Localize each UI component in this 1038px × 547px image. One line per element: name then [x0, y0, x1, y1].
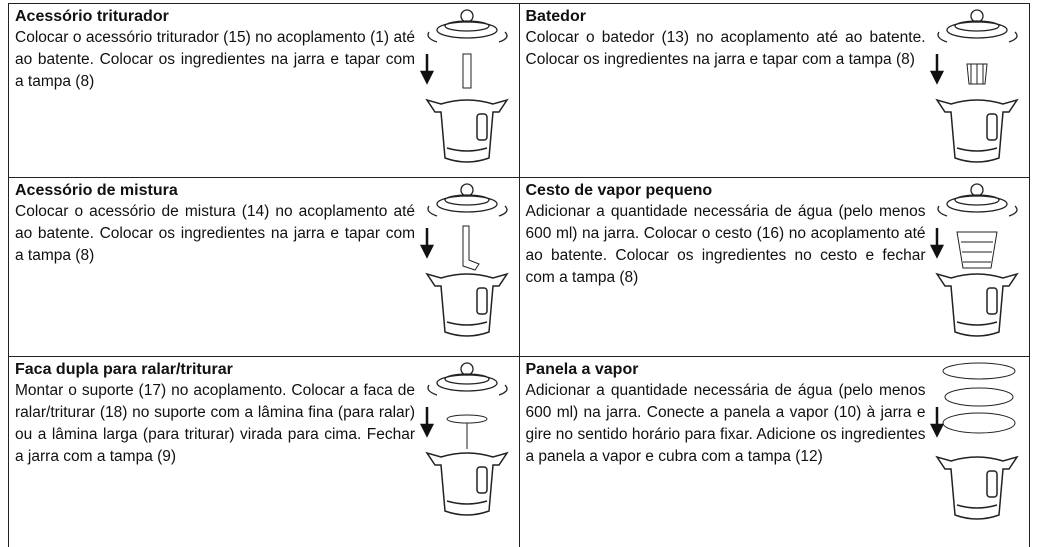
- cell-title: Acessório triturador: [15, 8, 169, 25]
- cell-text: Adicionar a quantidade necessária de águ…: [525, 203, 926, 286]
- cell-title: Cesto de vapor pequeno: [525, 182, 713, 199]
- cell-title: Batedor: [525, 8, 586, 25]
- table-row: Acessório triturador Colocar o acessório …: [8, 3, 1030, 178]
- illustration: [420, 9, 508, 163]
- illustration: [930, 362, 1018, 520]
- table-cell: Faca dupla para ralar/triturar Montar o s…: [8, 356, 520, 547]
- cell-text: Adicionar a quantidade necessária de águ…: [525, 382, 926, 465]
- cell-title: Faca dupla para ralar/triturar: [15, 361, 233, 378]
- cell-title: Acessório de mistura: [15, 182, 178, 199]
- table-cell: Acessório de mistura Colocar o acessório …: [8, 177, 520, 357]
- table-cell: Acessório triturador Colocar o acessório …: [8, 3, 520, 178]
- cell-text: Colocar o acessório triturador (15) no a…: [15, 29, 415, 90]
- table-cell: Panela a vapor Adicionar a quantidade nec…: [518, 356, 1030, 547]
- illustration: [930, 183, 1018, 337]
- cell-title: Panela a vapor: [525, 361, 639, 378]
- cell-text: Montar o suporte (17) no acoplamento. Co…: [15, 382, 415, 465]
- table-cell: Cesto de vapor pequeno Adicionar a quanti…: [518, 177, 1030, 357]
- table-row: Faca dupla para ralar/triturar Montar o s…: [8, 356, 1030, 547]
- illustration: [420, 183, 508, 337]
- illustration: [930, 9, 1018, 163]
- cell-text: Colocar o acessório de mistura (14) no a…: [15, 203, 415, 264]
- table-row: Acessório de mistura Colocar o acessório …: [8, 177, 1030, 357]
- instruction-table: Acessório triturador Colocar o acessório …: [8, 3, 1030, 547]
- illustration: [420, 362, 508, 516]
- table-cell: Batedor Colocar o batedor (13) no acoplam…: [518, 3, 1030, 178]
- cell-text: Colocar o batedor (13) no acoplamento at…: [525, 29, 926, 68]
